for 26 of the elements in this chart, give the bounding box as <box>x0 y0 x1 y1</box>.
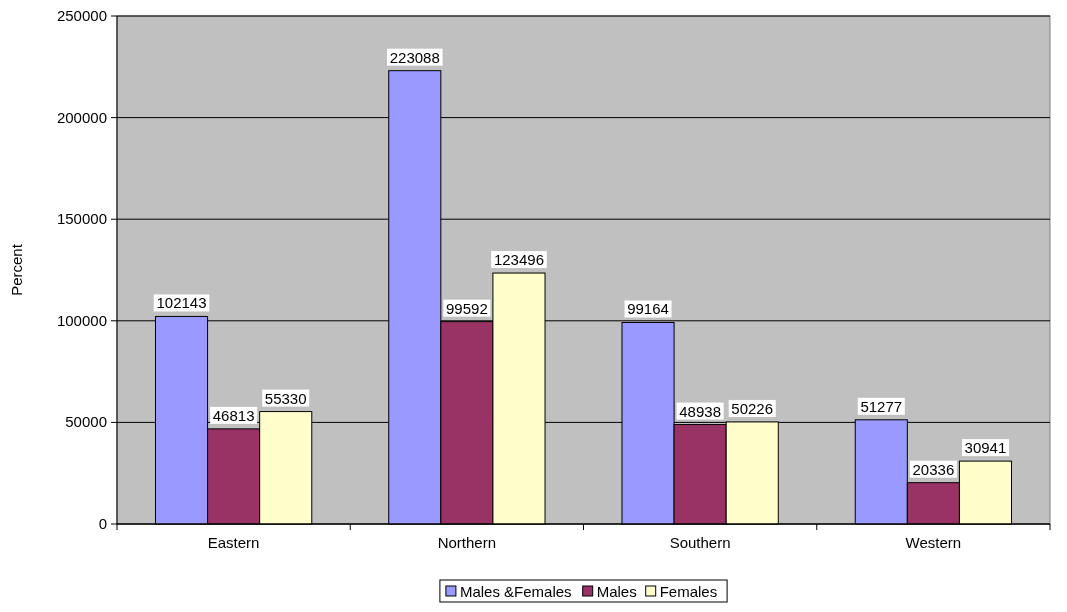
legend-label: Males <box>596 583 637 600</box>
x-tick-label: Western <box>905 534 962 551</box>
x-tick-label: Eastern <box>207 534 260 551</box>
legend-label: Females <box>659 583 718 600</box>
data-label: 46813 <box>212 406 255 424</box>
data-label: 55330 <box>264 389 307 407</box>
data-label: 48938 <box>679 402 721 420</box>
data-label: 102143 <box>156 294 207 312</box>
data-label: 99164 <box>627 300 669 318</box>
y-tick-label: 50000 <box>65 413 107 431</box>
y-tick-label: 150000 <box>56 210 107 228</box>
y-axis-title: Percent <box>8 243 25 296</box>
y-tick-label: 0 <box>98 515 107 532</box>
data-label: 51277 <box>860 397 903 415</box>
legend-label: Males &Females <box>459 583 572 600</box>
y-tick-label: 100000 <box>56 311 107 329</box>
data-label: 30941 <box>964 439 1007 457</box>
data-label: 99592 <box>446 299 488 317</box>
x-tick-label: Southern <box>669 534 731 551</box>
x-tick-label: Northern <box>437 534 497 551</box>
y-tick-label: 250000 <box>56 7 107 24</box>
y-tick-label: 200000 <box>56 108 107 126</box>
data-label: 50226 <box>731 399 774 417</box>
data-label: 20336 <box>912 460 955 478</box>
data-label: 123496 <box>493 251 544 269</box>
data-label: 223088 <box>389 48 440 66</box>
